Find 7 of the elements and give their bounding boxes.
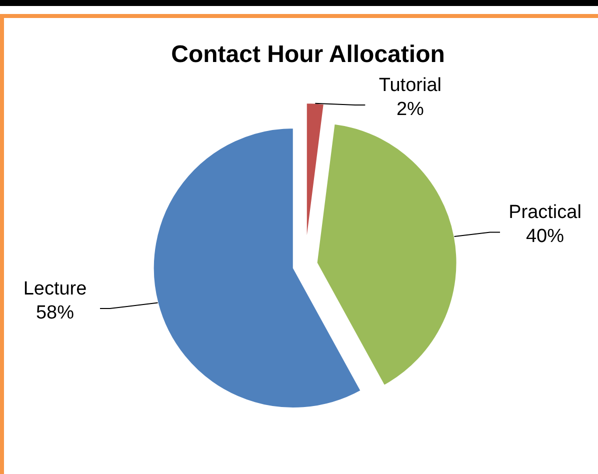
chart-title: Contact Hour Allocation xyxy=(171,41,445,68)
slice-label: Lecture xyxy=(23,278,87,300)
slice-label: Practical xyxy=(508,202,582,224)
data-label: 2% xyxy=(396,99,424,120)
data-label: 58% xyxy=(36,302,74,324)
data-label: 40% xyxy=(526,226,564,248)
slice-label: Tutorial xyxy=(378,75,442,96)
